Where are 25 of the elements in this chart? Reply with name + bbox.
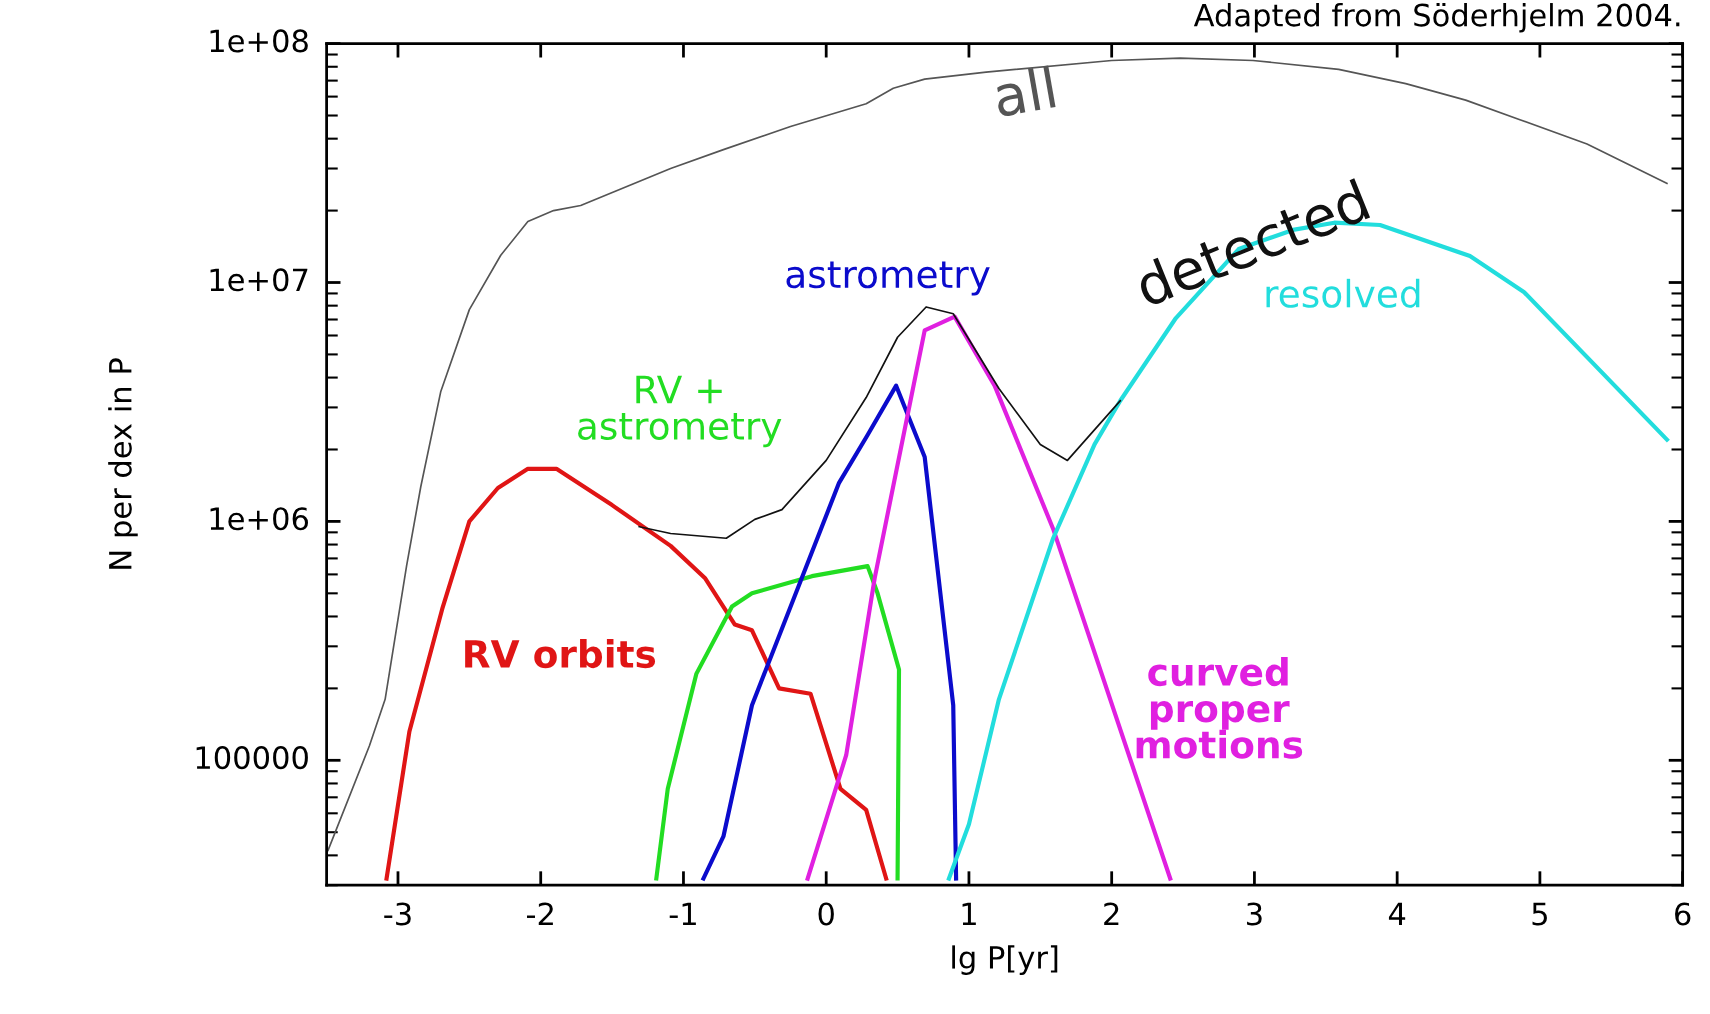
x-tick-label: 3 <box>1247 902 1262 926</box>
x-tick-label: 2 <box>1104 902 1119 926</box>
text: RV + astrometry <box>578 375 782 448</box>
series-label: RV orbits <box>465 639 656 669</box>
x-tick-label: -2 <box>526 902 553 926</box>
line-series <box>384 466 889 881</box>
x-tick-label: 0 <box>818 902 834 926</box>
y-tick-label: 1e+08 <box>210 29 308 53</box>
text: Adapted from Söderhjelm 2004. <box>1193 3 1680 33</box>
line-series <box>327 57 1668 852</box>
x-tick-label: -1 <box>669 902 696 926</box>
y-tick-label: 1e+06 <box>210 507 309 531</box>
x-tick-label: -3 <box>384 902 411 926</box>
y-tick-label: 100000 <box>196 746 308 770</box>
series-label: curved proper motions <box>1136 657 1303 759</box>
y-axis-title: N per dex in P <box>108 358 138 569</box>
x-axis-title: lg P[yr] <box>952 945 1058 975</box>
line-series <box>654 564 902 881</box>
x-tick-label: 1 <box>962 902 976 926</box>
y-tick-label: 1e+07 <box>210 268 308 292</box>
x-tick-label: 6 <box>1675 902 1691 926</box>
x-tick-label: 4 <box>1388 902 1406 926</box>
text: all <box>992 65 1056 118</box>
text: astrometry <box>786 261 990 296</box>
x-tick-label: 5 <box>1532 902 1547 926</box>
